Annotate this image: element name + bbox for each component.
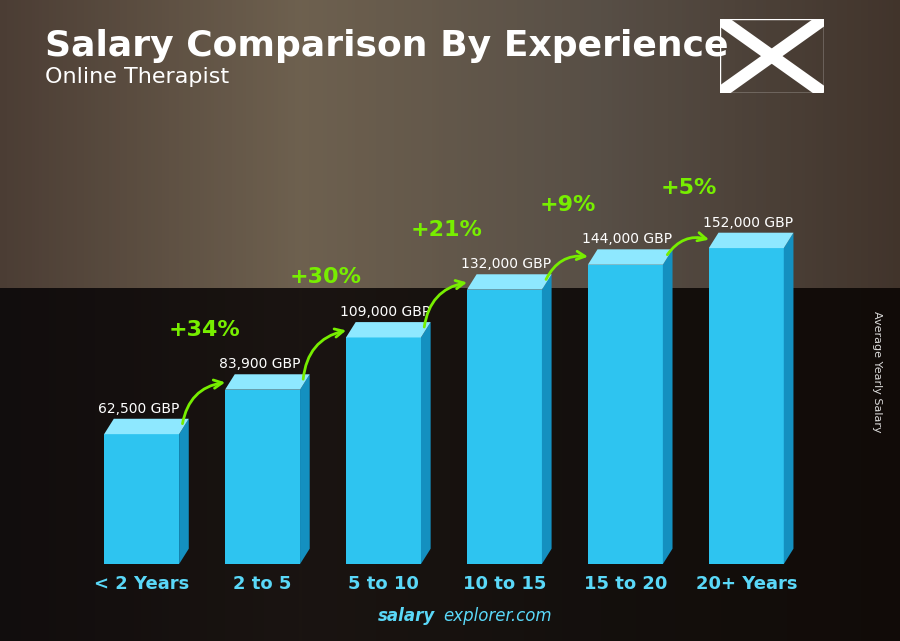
Bar bbox=[225, 390, 300, 564]
Text: 62,500 GBP: 62,500 GBP bbox=[98, 402, 179, 415]
Polygon shape bbox=[104, 419, 189, 434]
Text: Online Therapist: Online Therapist bbox=[45, 67, 230, 87]
Bar bbox=[588, 265, 662, 564]
Text: 132,000 GBP: 132,000 GBP bbox=[461, 257, 551, 271]
Polygon shape bbox=[421, 322, 431, 564]
Text: salary: salary bbox=[378, 607, 436, 625]
Text: +5%: +5% bbox=[661, 178, 717, 198]
Bar bbox=[104, 434, 179, 564]
Polygon shape bbox=[179, 419, 189, 564]
Polygon shape bbox=[467, 274, 552, 290]
Polygon shape bbox=[542, 274, 552, 564]
Text: 144,000 GBP: 144,000 GBP bbox=[581, 232, 672, 246]
Polygon shape bbox=[662, 249, 672, 564]
Text: +21%: +21% bbox=[411, 220, 482, 240]
Polygon shape bbox=[346, 322, 431, 337]
Text: +34%: +34% bbox=[169, 320, 241, 340]
Polygon shape bbox=[300, 374, 310, 564]
Text: Average Yearly Salary: Average Yearly Salary bbox=[872, 311, 883, 433]
Bar bbox=[709, 248, 784, 564]
Text: +9%: +9% bbox=[540, 195, 596, 215]
Polygon shape bbox=[709, 233, 794, 248]
Polygon shape bbox=[784, 233, 794, 564]
Text: +30%: +30% bbox=[290, 267, 362, 287]
Text: Salary Comparison By Experience: Salary Comparison By Experience bbox=[45, 29, 728, 63]
Text: 83,900 GBP: 83,900 GBP bbox=[219, 357, 301, 371]
Text: 109,000 GBP: 109,000 GBP bbox=[340, 305, 430, 319]
Bar bbox=[467, 290, 542, 564]
Bar bbox=[346, 337, 421, 564]
Polygon shape bbox=[588, 249, 672, 265]
Text: explorer.com: explorer.com bbox=[443, 607, 552, 625]
Text: 152,000 GBP: 152,000 GBP bbox=[703, 215, 793, 229]
Polygon shape bbox=[225, 374, 310, 390]
